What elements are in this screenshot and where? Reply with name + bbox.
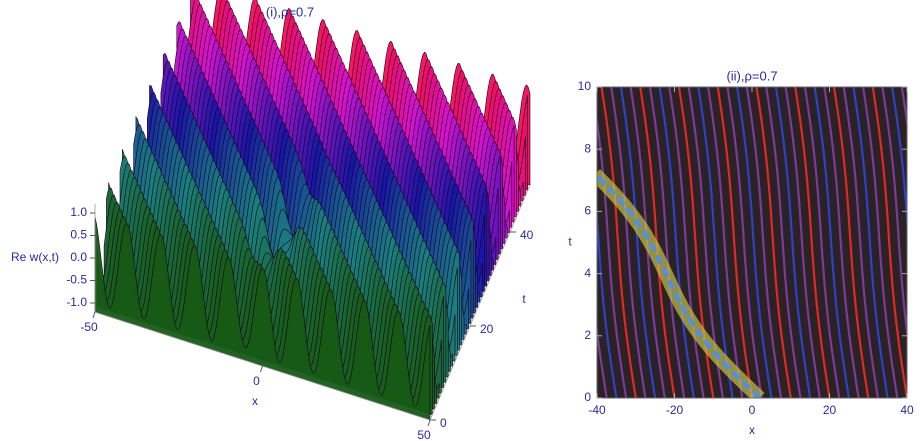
figure: -50050020401.00.50.0-0.5-1.0(i),ρ=0.7xtR… <box>0 0 920 441</box>
y-tick-label: 10 <box>578 79 592 93</box>
x-tick-label: 50 <box>417 428 431 441</box>
z-axis-label: Re w(x,t) <box>11 250 59 264</box>
chart-title: (ii),ρ=0.7 <box>726 68 777 83</box>
page: -50050020401.00.50.0-0.5-1.0(i),ρ=0.7xtR… <box>0 0 920 441</box>
y-tick-label: 0 <box>440 416 447 430</box>
chart-title: (i),ρ=0.7 <box>266 4 314 19</box>
z-tick-label: 1.0 <box>70 205 87 219</box>
y-axis-label: t <box>568 235 572 249</box>
y-tick-label: 0 <box>584 390 591 404</box>
wave-stripe <box>534 87 568 398</box>
z-tick-label: 0.5 <box>70 228 87 242</box>
x-tick <box>428 420 430 426</box>
x-tick-label: -50 <box>80 320 98 334</box>
x-tick <box>261 366 263 372</box>
x-tick-label: -20 <box>666 403 684 417</box>
wave-stripe <box>912 87 920 398</box>
y-tick-label: 6 <box>584 204 591 218</box>
y-tick-label: 20 <box>480 322 494 336</box>
surface-plot: -50 0 50 0 20 40 1.0 0.5 0.0 -0.5 -1.0 (i),ρ=0.7 x t R… <box>11 0 534 441</box>
x-tick-label: 20 <box>823 403 837 417</box>
y-axis-label: t <box>522 292 526 306</box>
z-tick-label: 0.0 <box>70 250 87 264</box>
x-tick-label: 0 <box>749 403 756 417</box>
y-tick-label: 4 <box>584 266 591 280</box>
x-tick <box>93 312 95 318</box>
density-plot: -40 -20 0 20 40 0 2 4 6 8 10 (ii),ρ=0.7 x t <box>505 68 920 437</box>
z-tick-label: -1.0 <box>66 295 87 309</box>
x-axis-label: x <box>252 394 258 408</box>
x-axis-label: x <box>749 423 755 437</box>
wave-stripe <box>543 87 577 398</box>
y-tick-label: 8 <box>584 141 591 155</box>
y-tick-label: 40 <box>520 228 534 242</box>
y-tick-label: 2 <box>584 328 591 342</box>
x-tick-label: -40 <box>588 403 606 417</box>
z-tick-label: -0.5 <box>66 273 87 287</box>
x-tick-label: 0 <box>253 374 260 388</box>
x-tick-label: 40 <box>900 403 914 417</box>
